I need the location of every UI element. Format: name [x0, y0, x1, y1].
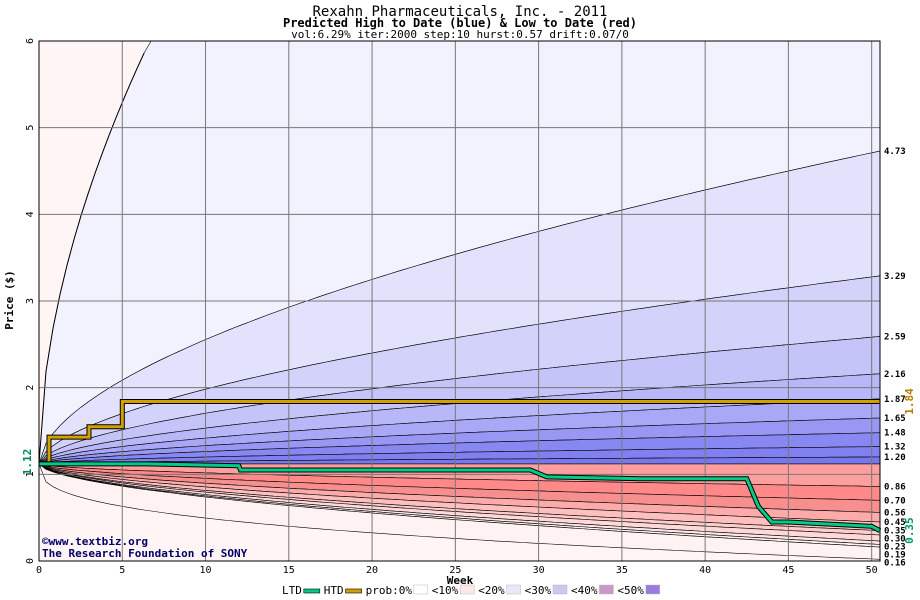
legend-swatch [413, 584, 429, 595]
ltd-line [39, 462, 881, 533]
y-tick-label: 1 [25, 471, 36, 477]
y-tick-label: 3 [25, 298, 36, 304]
band-end-label: 0.45 [884, 518, 906, 528]
y-tick-label: 4 [25, 211, 36, 217]
legend-swatch [506, 584, 521, 595]
band-end-label: 4.73 [884, 147, 906, 157]
htd-end-label: 1.84 [903, 388, 916, 415]
legend-label: LTD [282, 584, 302, 597]
band-end-label: 0.30 [884, 535, 906, 545]
htd-line [39, 400, 880, 466]
band-end-label: 0.16 [884, 559, 906, 569]
y-tick-label: 5 [25, 125, 36, 131]
legend-label: prob:0% [366, 584, 413, 597]
series-lines [39, 399, 882, 533]
legend-label: HTD [324, 584, 344, 597]
band-end-label: 1.65 [884, 414, 906, 424]
x-tick-label: 25 [449, 565, 461, 576]
x-axis-label: Week [447, 574, 474, 587]
legend-label: <20% [478, 584, 505, 597]
x-tick-label: 5 [119, 565, 125, 576]
legend-swatch [552, 584, 568, 595]
x-tick-label: 30 [533, 565, 545, 576]
x-tick-label: 20 [366, 565, 378, 576]
x-tick-label: 10 [200, 565, 212, 576]
legend: LTD HTD prob:0% <10% <20% <30% <40% <50% [282, 584, 661, 597]
chart-params: vol:6.29% iter:2000 step:10 hurst:0.57 d… [291, 28, 629, 41]
legend-swatch [645, 584, 661, 595]
legend-label: <30% [525, 584, 552, 597]
band-end-label: 0.23 [884, 543, 906, 553]
band-end-label: 0.56 [884, 508, 906, 518]
credit-site: ©www.textbiz.org [42, 535, 148, 548]
legend-label: <10% [432, 584, 459, 597]
band-end-label: 2.59 [884, 333, 906, 343]
y-tick-label: 6 [25, 38, 36, 44]
band-end-label: 1.48 [884, 429, 906, 439]
credit-org: The Research Foundation of SONY [42, 547, 248, 560]
band-end-label: 0.70 [884, 496, 906, 506]
end-labels: 4.73 3.29 2.59 2.16 1.87 1.65 1.48 1.321.20 0.86… [884, 147, 916, 569]
plot-frame [38, 40, 881, 562]
legend-swatch [599, 584, 614, 595]
band-end-label: 2.16 [884, 370, 906, 380]
y-tick-label: 2 [25, 385, 36, 391]
legend-swatch [345, 588, 362, 594]
y-tick-label: 0 [25, 558, 36, 564]
x-tick-label: 35 [616, 565, 628, 576]
band-end-label: 0.19 [884, 551, 906, 561]
chart-subtitle: Predicted High to Date (blue) & Low to D… [283, 16, 637, 30]
y-axis-label: Price ($) [3, 270, 16, 330]
band-end-label: 1.32 [884, 443, 906, 453]
band-end-label: 0.86 [884, 482, 906, 492]
legend-label: <50% [617, 584, 644, 597]
x-tick-label: 40 [699, 565, 711, 576]
band-end-label: 1.20 [884, 453, 906, 463]
band-end-label: 3.29 [884, 272, 906, 282]
x-tick-label: 0 [36, 565, 42, 576]
chart-title: Rexahn Pharmaceuticals, Inc. - 2011 [312, 4, 607, 20]
legend-swatch [303, 588, 321, 594]
x-tick-label: 50 [866, 565, 878, 576]
start-price-label: 1.12 [21, 449, 34, 476]
ltd-end-label: 0.35 [903, 517, 916, 544]
grid [38, 40, 880, 562]
x-tick-label: 45 [782, 565, 794, 576]
legend-label: <40% [571, 584, 598, 597]
upper-envelope [38, 52, 145, 464]
band-end-label: 1.87 [884, 395, 906, 405]
x-tick-label: 15 [283, 565, 295, 576]
band-end-label: 0.35 [884, 527, 906, 537]
legend-swatch [459, 584, 475, 595]
